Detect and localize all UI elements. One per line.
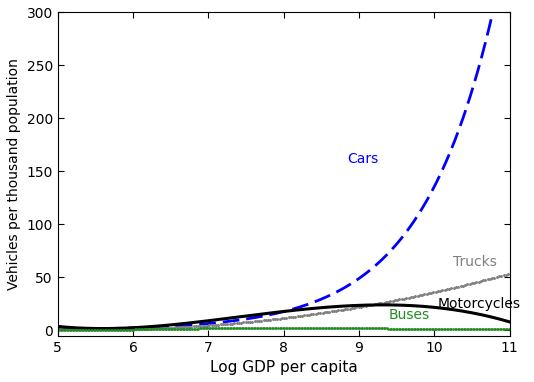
X-axis label: Log GDP per capita: Log GDP per capita (210, 360, 358, 375)
Y-axis label: Vehicles per thousand population: Vehicles per thousand population (7, 58, 21, 290)
Text: Cars: Cars (348, 152, 379, 166)
Text: Buses: Buses (389, 308, 430, 322)
Text: Trucks: Trucks (453, 255, 497, 269)
Text: Motorcycles: Motorcycles (438, 297, 521, 311)
